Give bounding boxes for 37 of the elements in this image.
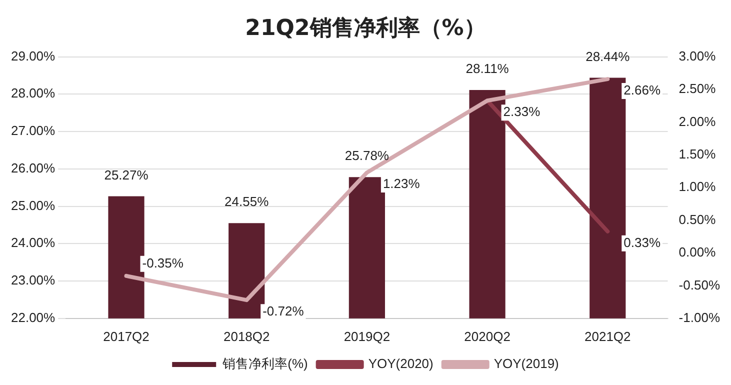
data-label: -0.35% (142, 255, 184, 270)
y2-tick-label: 2.50% (678, 81, 716, 96)
data-label: 24.55% (224, 194, 270, 210)
data-label: 28.11% (466, 61, 510, 76)
y2-tick-label: 1.00% (678, 179, 716, 194)
x-tick-label: 2019Q2 (344, 328, 390, 344)
data-label: 0.33% (624, 234, 661, 250)
data-label: 28.44% (586, 48, 630, 64)
legend-label: YOY(2019) (494, 356, 559, 372)
y2-tick-label: 2.00% (678, 114, 716, 129)
y-tick-label: 24.00% (10, 235, 56, 250)
y-tick-label: 28.00% (10, 86, 56, 101)
x-tick-label: 2020Q2 (464, 328, 510, 344)
y2-tick-label: 3.00% (678, 48, 716, 64)
legend-label: YOY(2020) (368, 356, 434, 372)
y-tick-label: 22.00% (10, 310, 56, 325)
legend-label: 销售净利率(%) (222, 356, 308, 372)
y2-tick-label: 0.00% (678, 244, 716, 260)
data-label: 1.23% (382, 176, 420, 192)
x-tick-label: 2017Q2 (103, 328, 150, 344)
data-label: 25.27% (104, 167, 149, 182)
data-label: 2.66% (624, 82, 661, 98)
y-tick-label: 29.00% (10, 48, 56, 64)
data-label: 25.78% (344, 148, 390, 164)
y-tick-label: 27.00% (10, 123, 56, 138)
x-tick-label: 2018Q2 (223, 328, 270, 344)
data-label: -0.72% (262, 304, 304, 319)
y-tick-label: 25.00% (10, 198, 56, 213)
y-tick-label: 26.00% (10, 160, 56, 176)
y2-tick-label: 0.50% (678, 212, 716, 227)
y-tick-label: 23.00% (10, 272, 56, 288)
chart-title: 21Q2销售净利率（%） (244, 14, 487, 43)
data-label: 2.33% (503, 104, 541, 120)
x-tick-label: 2021Q2 (584, 328, 631, 344)
y2-tick-label: -0.50% (678, 277, 720, 292)
y2-tick-label: -1.00% (678, 310, 720, 325)
y2-tick-label: 1.50% (678, 146, 716, 162)
